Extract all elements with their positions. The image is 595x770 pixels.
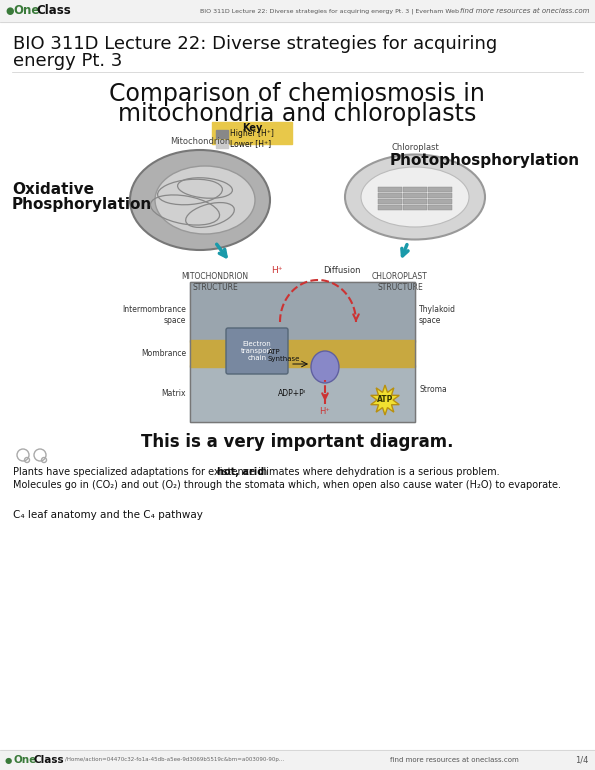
- Bar: [403, 193, 427, 198]
- Text: Class: Class: [34, 755, 65, 765]
- Text: Molecules go in (CO₂) and out (O₂) through the stomata which, when open also cau: Molecules go in (CO₂) and out (O₂) throu…: [13, 480, 561, 490]
- Text: MITOCHONDRION
STRUCTURE: MITOCHONDRION STRUCTURE: [181, 272, 249, 292]
- Bar: [403, 199, 427, 204]
- Text: Intermombrance
space: Intermombrance space: [122, 305, 186, 325]
- Text: find more resources at oneclass.com: find more resources at oneclass.com: [390, 757, 519, 763]
- Bar: [190, 282, 415, 422]
- Bar: [212, 122, 292, 144]
- Ellipse shape: [130, 150, 270, 250]
- Bar: [378, 187, 402, 192]
- Text: This is a very important diagram.: This is a very important diagram.: [141, 433, 453, 451]
- Text: Mitochondrion: Mitochondrion: [170, 138, 230, 146]
- Bar: [378, 199, 402, 204]
- Text: climates where dehydration is a serious problem.: climates where dehydration is a serious …: [255, 467, 499, 477]
- Ellipse shape: [345, 155, 485, 239]
- Polygon shape: [371, 385, 399, 415]
- Text: Lower [H⁺]: Lower [H⁺]: [230, 139, 271, 149]
- Text: H⁺: H⁺: [271, 266, 283, 275]
- Bar: [216, 130, 228, 138]
- Text: H⁺: H⁺: [320, 407, 330, 417]
- Text: Key: Key: [242, 123, 262, 133]
- Text: find more resources at oneclass.com: find more resources at oneclass.com: [461, 8, 590, 14]
- Text: ●: ●: [5, 755, 12, 765]
- Text: Plants have specialized adaptations for existence in: Plants have specialized adaptations for …: [13, 467, 270, 477]
- Text: One: One: [13, 755, 36, 765]
- Text: BIO 311D Lecture 22: Diverse strategies for acquiring energy Pt. 3 | Everham Web: BIO 311D Lecture 22: Diverse strategies …: [200, 8, 459, 14]
- Text: Electron
transport
chain: Electron transport chain: [241, 340, 273, 361]
- Text: 1/4: 1/4: [575, 755, 588, 765]
- Text: One: One: [13, 5, 39, 18]
- Text: Chloroplast: Chloroplast: [391, 142, 439, 152]
- Text: energy Pt. 3: energy Pt. 3: [13, 52, 123, 70]
- Bar: [428, 205, 452, 210]
- Text: Phosphorylation: Phosphorylation: [12, 196, 152, 212]
- Text: ●: ●: [5, 6, 14, 16]
- Bar: [216, 140, 228, 148]
- Bar: [190, 365, 415, 422]
- Text: ATP
Synthase: ATP Synthase: [268, 349, 300, 361]
- Text: Diffusion: Diffusion: [323, 266, 361, 275]
- Bar: [0, 750, 595, 770]
- Bar: [190, 282, 415, 342]
- Bar: [190, 340, 415, 367]
- Bar: [378, 193, 402, 198]
- Text: mitochondria and chloroplasts: mitochondria and chloroplasts: [118, 102, 476, 126]
- Bar: [403, 205, 427, 210]
- Text: Oxidative: Oxidative: [12, 182, 94, 196]
- Text: Mombrance: Mombrance: [141, 350, 186, 359]
- Text: ADP+Pᴵ: ADP+Pᴵ: [278, 390, 306, 399]
- Text: /Home/action=04470c32-fo1a-45db-a5ee-9d3069b5519c&bm=a003090-90p...: /Home/action=04470c32-fo1a-45db-a5ee-9d3…: [65, 758, 284, 762]
- Text: Matrix: Matrix: [161, 390, 186, 399]
- Text: BIO 311D Lecture 22: Diverse strategies for acquiring: BIO 311D Lecture 22: Diverse strategies …: [13, 35, 497, 53]
- Bar: [428, 187, 452, 192]
- Text: hot, arid: hot, arid: [217, 467, 264, 477]
- Text: Class: Class: [36, 5, 71, 18]
- Ellipse shape: [311, 351, 339, 383]
- Bar: [378, 205, 402, 210]
- Ellipse shape: [361, 167, 469, 227]
- Text: Photophosphorylation: Photophosphorylation: [390, 152, 580, 168]
- Text: Higher [H⁺]: Higher [H⁺]: [230, 129, 274, 139]
- Text: Stroma: Stroma: [419, 386, 447, 394]
- FancyBboxPatch shape: [226, 328, 288, 374]
- Text: C₄ leaf anatomy and the C₄ pathway: C₄ leaf anatomy and the C₄ pathway: [13, 510, 203, 520]
- Bar: [428, 193, 452, 198]
- Text: CHLOROPLAST
STRUCTURE: CHLOROPLAST STRUCTURE: [372, 272, 428, 292]
- Text: Thylakoid
space: Thylakoid space: [419, 305, 456, 325]
- Text: ATP: ATP: [377, 396, 393, 404]
- Bar: [428, 199, 452, 204]
- Ellipse shape: [155, 166, 255, 234]
- Bar: [0, 0, 595, 22]
- Bar: [403, 187, 427, 192]
- Text: Comparison of chemiosmosis in: Comparison of chemiosmosis in: [109, 82, 485, 106]
